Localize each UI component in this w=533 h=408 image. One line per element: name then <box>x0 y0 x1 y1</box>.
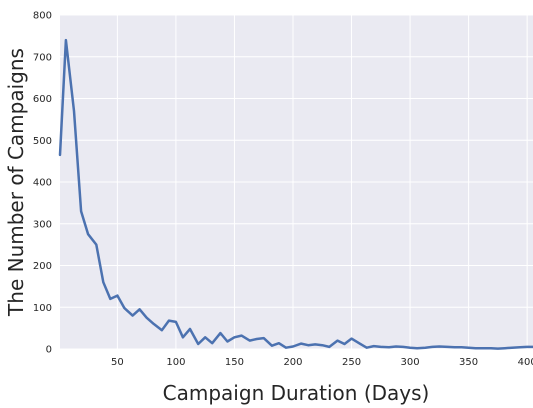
x-tick-label: 400 <box>518 357 533 368</box>
x-tick-label: 150 <box>225 357 244 368</box>
x-tick-label: 100 <box>166 357 185 368</box>
x-tick-label: 300 <box>401 357 420 368</box>
x-tick-label: 350 <box>459 357 478 368</box>
x-axis-title: Campaign Duration (Days) <box>163 381 430 405</box>
x-tick-label: 50 <box>111 357 124 368</box>
y-tick-label: 300 <box>33 219 52 230</box>
y-tick-label: 200 <box>33 261 52 272</box>
y-tick-label: 600 <box>33 94 52 105</box>
y-axis-title: The Number of Campaigns <box>4 48 28 317</box>
y-tick-label: 100 <box>33 303 52 314</box>
y-tick-labels: 0 100 200 300 400 500 600 700 800 <box>33 11 52 356</box>
grid-lines <box>60 14 533 350</box>
x-tick-label: 200 <box>283 357 302 368</box>
x-tick-labels: 50 100 150 200 250 300 350 400 <box>111 357 533 368</box>
y-tick-label: 800 <box>33 11 52 22</box>
y-tick-label: 400 <box>33 178 52 189</box>
series-line <box>58 38 533 350</box>
y-tick-label: 0 <box>46 345 52 356</box>
series-layer <box>58 38 533 350</box>
y-tick-label: 500 <box>33 136 52 147</box>
y-tick-label: 700 <box>33 52 52 63</box>
x-tick-label: 250 <box>342 357 361 368</box>
